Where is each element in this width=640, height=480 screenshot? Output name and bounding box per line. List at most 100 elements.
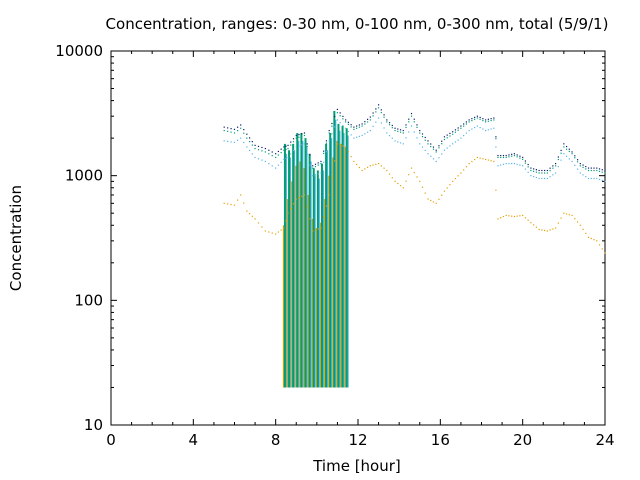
data-point: [230, 131, 232, 133]
data-point: [402, 132, 404, 134]
data-point: [408, 131, 410, 133]
data-point: [317, 164, 319, 166]
data-point: [449, 145, 451, 147]
data-point: [361, 169, 363, 172]
data-point: [303, 194, 306, 196]
data-point: [424, 149, 426, 152]
data-point: [328, 194, 330, 196]
data-point: [530, 175, 532, 177]
data-point: [538, 172, 540, 174]
data-point: [502, 156, 505, 159]
data-point: [479, 157, 481, 159]
data-point: [264, 151, 266, 153]
data-point: [408, 118, 410, 120]
data-point: [479, 126, 481, 129]
x-tick-label: 8: [271, 431, 281, 449]
data-point: [372, 115, 374, 117]
data-point: [328, 140, 330, 142]
data-point: [527, 219, 529, 221]
data-point: [538, 228, 540, 231]
data-point: [277, 164, 280, 166]
data-point: [493, 117, 495, 119]
data-point: [493, 127, 495, 129]
data-point: [585, 165, 587, 168]
data-point: [530, 169, 532, 172]
data-point: [563, 146, 565, 148]
data-point: [519, 215, 521, 217]
data-point: [301, 144, 303, 146]
data-point: [285, 220, 287, 222]
data-point: [546, 172, 548, 174]
data-point: [320, 227, 322, 229]
data-point: [421, 186, 424, 188]
data-point: [601, 171, 603, 173]
data-point: [430, 199, 432, 202]
data-point: [248, 149, 251, 152]
x-tick-label: 0: [106, 431, 116, 449]
data-point: [377, 107, 380, 109]
data-point: [563, 143, 565, 145]
data-point: [369, 116, 371, 118]
data-point: [535, 226, 537, 228]
data-point: [585, 176, 587, 178]
data-point: [295, 146, 297, 148]
data-point: [490, 128, 492, 130]
data-point: [508, 156, 510, 158]
data-point: [388, 173, 391, 175]
data-point: [522, 158, 524, 161]
data-point: [334, 118, 336, 121]
data-point: [331, 122, 333, 125]
data-point: [413, 171, 415, 174]
data-point: [427, 143, 429, 145]
data-point: [463, 169, 465, 171]
data-point: [342, 115, 344, 118]
data-point: [325, 151, 328, 153]
data-point: [482, 118, 484, 120]
data-point: [386, 119, 388, 121]
data-point: [490, 160, 492, 162]
data-point: [240, 127, 242, 129]
data-point: [246, 210, 248, 212]
data-point: [604, 180, 606, 182]
data-point: [334, 115, 336, 118]
data-point: [292, 203, 295, 205]
data-point: [399, 142, 402, 144]
data-point: [516, 163, 518, 165]
data-point: [432, 148, 435, 150]
data-point: [369, 129, 371, 132]
data-point: [474, 126, 476, 129]
data-point: [544, 172, 546, 174]
data-point: [223, 129, 225, 132]
data-point: [535, 169, 537, 171]
data-point: [345, 121, 347, 123]
data-point: [347, 121, 349, 123]
data-point: [574, 164, 576, 166]
data-point: [497, 218, 499, 220]
data-point: [223, 126, 225, 128]
data-point: [474, 118, 476, 120]
data-point: [275, 233, 277, 235]
data-point: [576, 161, 579, 163]
plot-frame: [110, 50, 606, 426]
data-point: [457, 139, 459, 141]
data-point: [482, 128, 484, 130]
data-point: [372, 125, 374, 127]
data-point: [479, 116, 481, 119]
data-point: [230, 141, 232, 143]
data-point: [317, 162, 319, 164]
data-point: [268, 163, 270, 165]
data-point: [505, 162, 507, 165]
data-point: [312, 165, 314, 167]
data-point: [347, 151, 349, 153]
data-point: [549, 167, 551, 169]
data-point: [361, 134, 363, 137]
data-point: [513, 153, 516, 155]
data-point: [465, 121, 468, 123]
data-point: [306, 206, 308, 208]
data-point: [243, 141, 245, 144]
data-point: [487, 129, 489, 131]
data-point: [314, 163, 317, 165]
x-tick-label: 16: [431, 431, 450, 449]
data-point: [405, 124, 407, 126]
data-point: [277, 150, 280, 153]
